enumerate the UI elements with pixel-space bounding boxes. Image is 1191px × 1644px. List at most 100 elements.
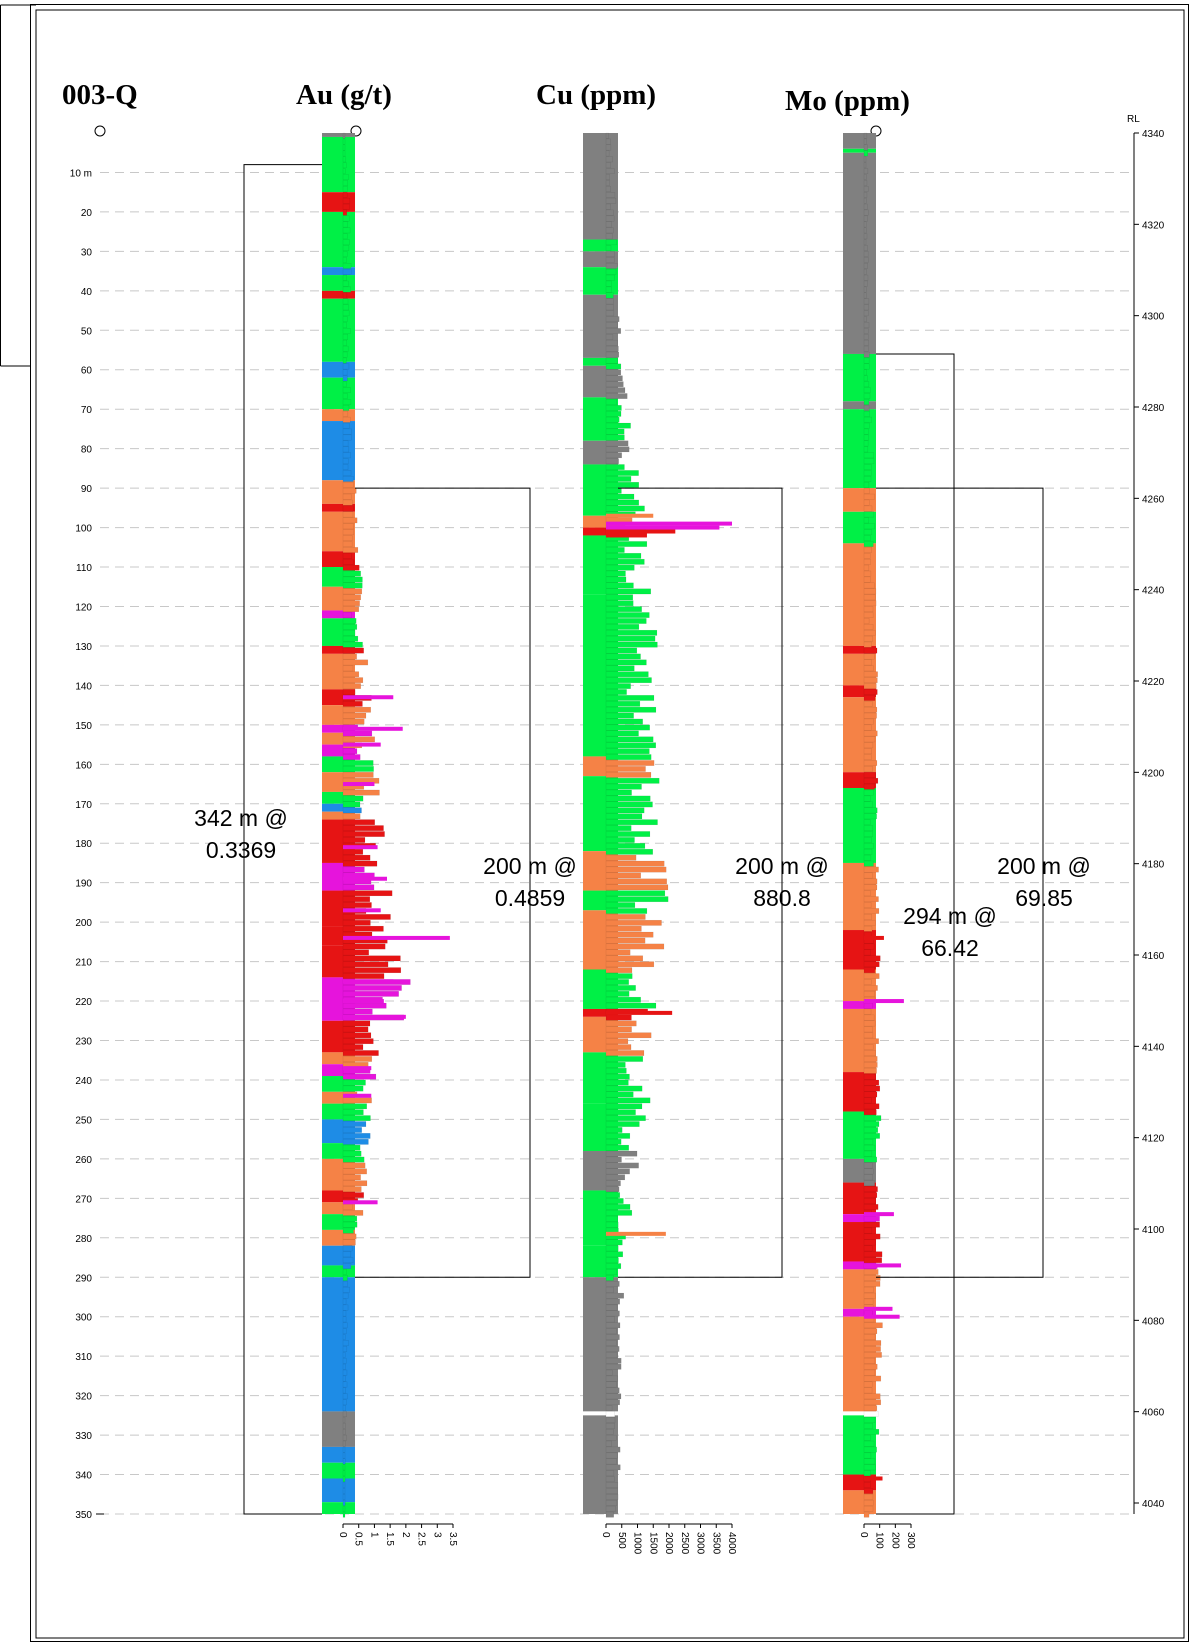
assay-bar [605,446,630,453]
depth-tick-label: 340 [75,1471,92,1482]
assay-bar-highlight [343,1200,378,1205]
assay-bar [863,363,870,370]
track-x-tick-label: 3000 [695,1532,706,1555]
assay-bar [342,730,373,737]
assay-bar [863,162,867,169]
assay-bar [863,476,872,482]
assay-bar [863,730,878,737]
assay-bar [863,748,872,755]
assay-bar [863,1428,880,1435]
assay-bar [342,689,356,695]
assay-bar-highlight [343,979,394,984]
assay-bar [863,1275,881,1281]
assay-bar [605,706,657,713]
assay-bar [863,339,869,346]
assay-bar [863,328,869,334]
assay-bar [605,428,625,435]
assay-bar [605,1174,626,1181]
assay-bar [342,1233,357,1240]
rl-tick-label: 4320 [1142,220,1165,231]
assay-bar [342,1310,347,1317]
assay-bar [863,1138,874,1145]
assay-bar [605,1150,638,1157]
assay-bar [342,434,352,441]
assay-bar [863,422,870,429]
assay-bar [342,647,364,654]
assay-bar [342,1192,364,1198]
assay-bar [863,665,874,672]
assay-bar [605,641,658,648]
assay-bar [863,736,876,743]
assay-bar [863,1227,873,1234]
assay-bar [342,470,352,476]
assay-bar [863,766,873,772]
assay-bar [342,144,346,151]
track-color-interval [583,133,618,240]
assay-bar [342,517,358,524]
assay-bar [605,772,652,778]
assay-bar [863,1204,879,1210]
assay-bar [863,1156,878,1163]
assay-bar [342,1470,346,1477]
assay-bar [863,452,874,459]
assay-bar [605,955,644,962]
track-x-tick-label: 4000 [726,1532,737,1555]
assay-bar [342,203,350,210]
assay-bar [863,1198,876,1204]
track-title-cu: Cu (ppm) [536,79,656,111]
assay-bar [342,499,353,506]
depth-tick-label: 80 [81,445,93,456]
assay-bar [342,1440,346,1447]
assay-bar [863,487,870,494]
depth-tick-label: 100 [75,524,92,535]
assay-bar [863,1014,875,1021]
assay-bar [863,381,870,388]
assay-bar [605,618,647,624]
intercept-bracket: 200 m @ 0.4859 [355,487,577,1278]
assay-bar [863,1239,876,1246]
assay-bar [605,162,612,169]
assay-bar [863,878,878,885]
assay-bar [342,257,347,263]
assay-bar [863,653,875,660]
assay-bar [342,458,349,465]
assay-bar [342,1186,362,1193]
assay-bar [863,1446,877,1453]
assay-bar [863,1375,882,1382]
assay-bar-highlight [343,876,387,881]
assay-bar [605,168,615,175]
depth-tick-label: 330 [75,1431,92,1442]
assay-bar [342,766,374,772]
assay-bar [605,1198,624,1204]
assay-bar [605,1399,620,1406]
assay-bar [605,458,619,465]
assay-bar [342,334,349,340]
plot-inner-frame [35,9,1185,1639]
track-color-interval [843,148,876,153]
assay-bar [605,1050,645,1056]
assay-bar-highlight [343,1066,372,1071]
track-color-interval [322,361,355,378]
assay-bar [342,535,353,541]
assay-bar [605,1127,623,1133]
assay-bar [863,647,878,654]
assay-bar [342,405,350,411]
assay-bar [605,1062,626,1068]
assay-bar [605,268,617,275]
assay-bar [342,1304,349,1311]
assay-bar [605,766,646,772]
assay-bar [605,1245,619,1252]
assay-bar [342,351,348,358]
track-x-tick-label: 1500 [647,1532,658,1555]
assay-bar [342,985,402,991]
depth-tick-label: 290 [75,1273,92,1284]
assay-bar [863,1032,874,1039]
assay-bar [342,1263,352,1269]
assay-bar [605,600,634,607]
assay-bar [863,221,867,228]
assay-bar [605,931,654,938]
assay-bar [342,1044,364,1050]
assay-bar [863,535,871,541]
assay-bar [863,854,872,861]
assay-bar [863,209,869,216]
